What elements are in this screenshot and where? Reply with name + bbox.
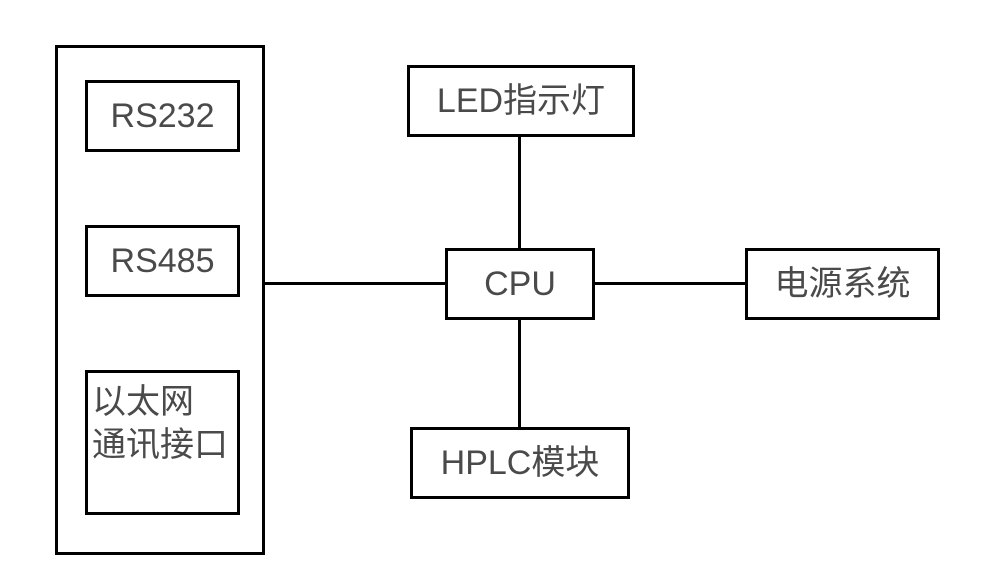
led-label: LED指示灯 bbox=[437, 80, 605, 123]
hplc-label: HPLC模块 bbox=[441, 442, 600, 485]
cpu-label: CPU bbox=[484, 263, 556, 306]
rs485-label: RS485 bbox=[111, 240, 215, 283]
edge-comm-to-cpu bbox=[265, 282, 445, 285]
ethernet-box: 以太网 通讯接口 bbox=[85, 370, 240, 515]
edge-led-to-cpu bbox=[518, 137, 521, 248]
rs485-box: RS485 bbox=[85, 225, 240, 297]
ethernet-label: 以太网 通讯接口 bbox=[92, 381, 228, 466]
rs232-label: RS232 bbox=[111, 95, 215, 138]
diagram-canvas: RS232 RS485 以太网 通讯接口 LED指示灯 CPU HPLC模块 电… bbox=[0, 0, 1000, 583]
power-box: 电源系统 bbox=[745, 248, 940, 320]
cpu-box: CPU bbox=[445, 248, 595, 320]
led-box: LED指示灯 bbox=[407, 65, 635, 137]
rs232-box: RS232 bbox=[85, 80, 240, 152]
power-label: 电源系统 bbox=[775, 263, 911, 306]
edge-cpu-to-power bbox=[595, 282, 745, 285]
hplc-box: HPLC模块 bbox=[410, 427, 630, 499]
edge-cpu-to-hplc bbox=[518, 320, 521, 427]
